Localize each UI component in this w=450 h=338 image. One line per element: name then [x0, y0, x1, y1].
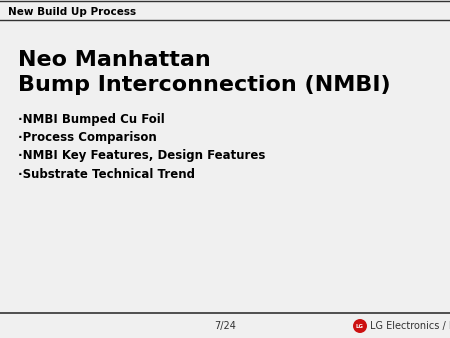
- Circle shape: [353, 319, 367, 333]
- Text: ·NMBI Bumped Cu Foil: ·NMBI Bumped Cu Foil: [18, 114, 165, 126]
- Text: LG Electronics / DMC Div.: LG Electronics / DMC Div.: [370, 321, 450, 331]
- Text: Bump Interconnection (NMBI): Bump Interconnection (NMBI): [18, 75, 391, 95]
- Text: ·Substrate Technical Trend: ·Substrate Technical Trend: [18, 168, 195, 180]
- Text: LG: LG: [356, 323, 364, 329]
- Text: 7/24: 7/24: [214, 321, 236, 331]
- Text: ·Process Comparison: ·Process Comparison: [18, 131, 157, 145]
- Text: New Build Up Process: New Build Up Process: [8, 7, 136, 17]
- Text: Neo Manhattan: Neo Manhattan: [18, 50, 211, 70]
- Text: ·NMBI Key Features, Design Features: ·NMBI Key Features, Design Features: [18, 149, 266, 163]
